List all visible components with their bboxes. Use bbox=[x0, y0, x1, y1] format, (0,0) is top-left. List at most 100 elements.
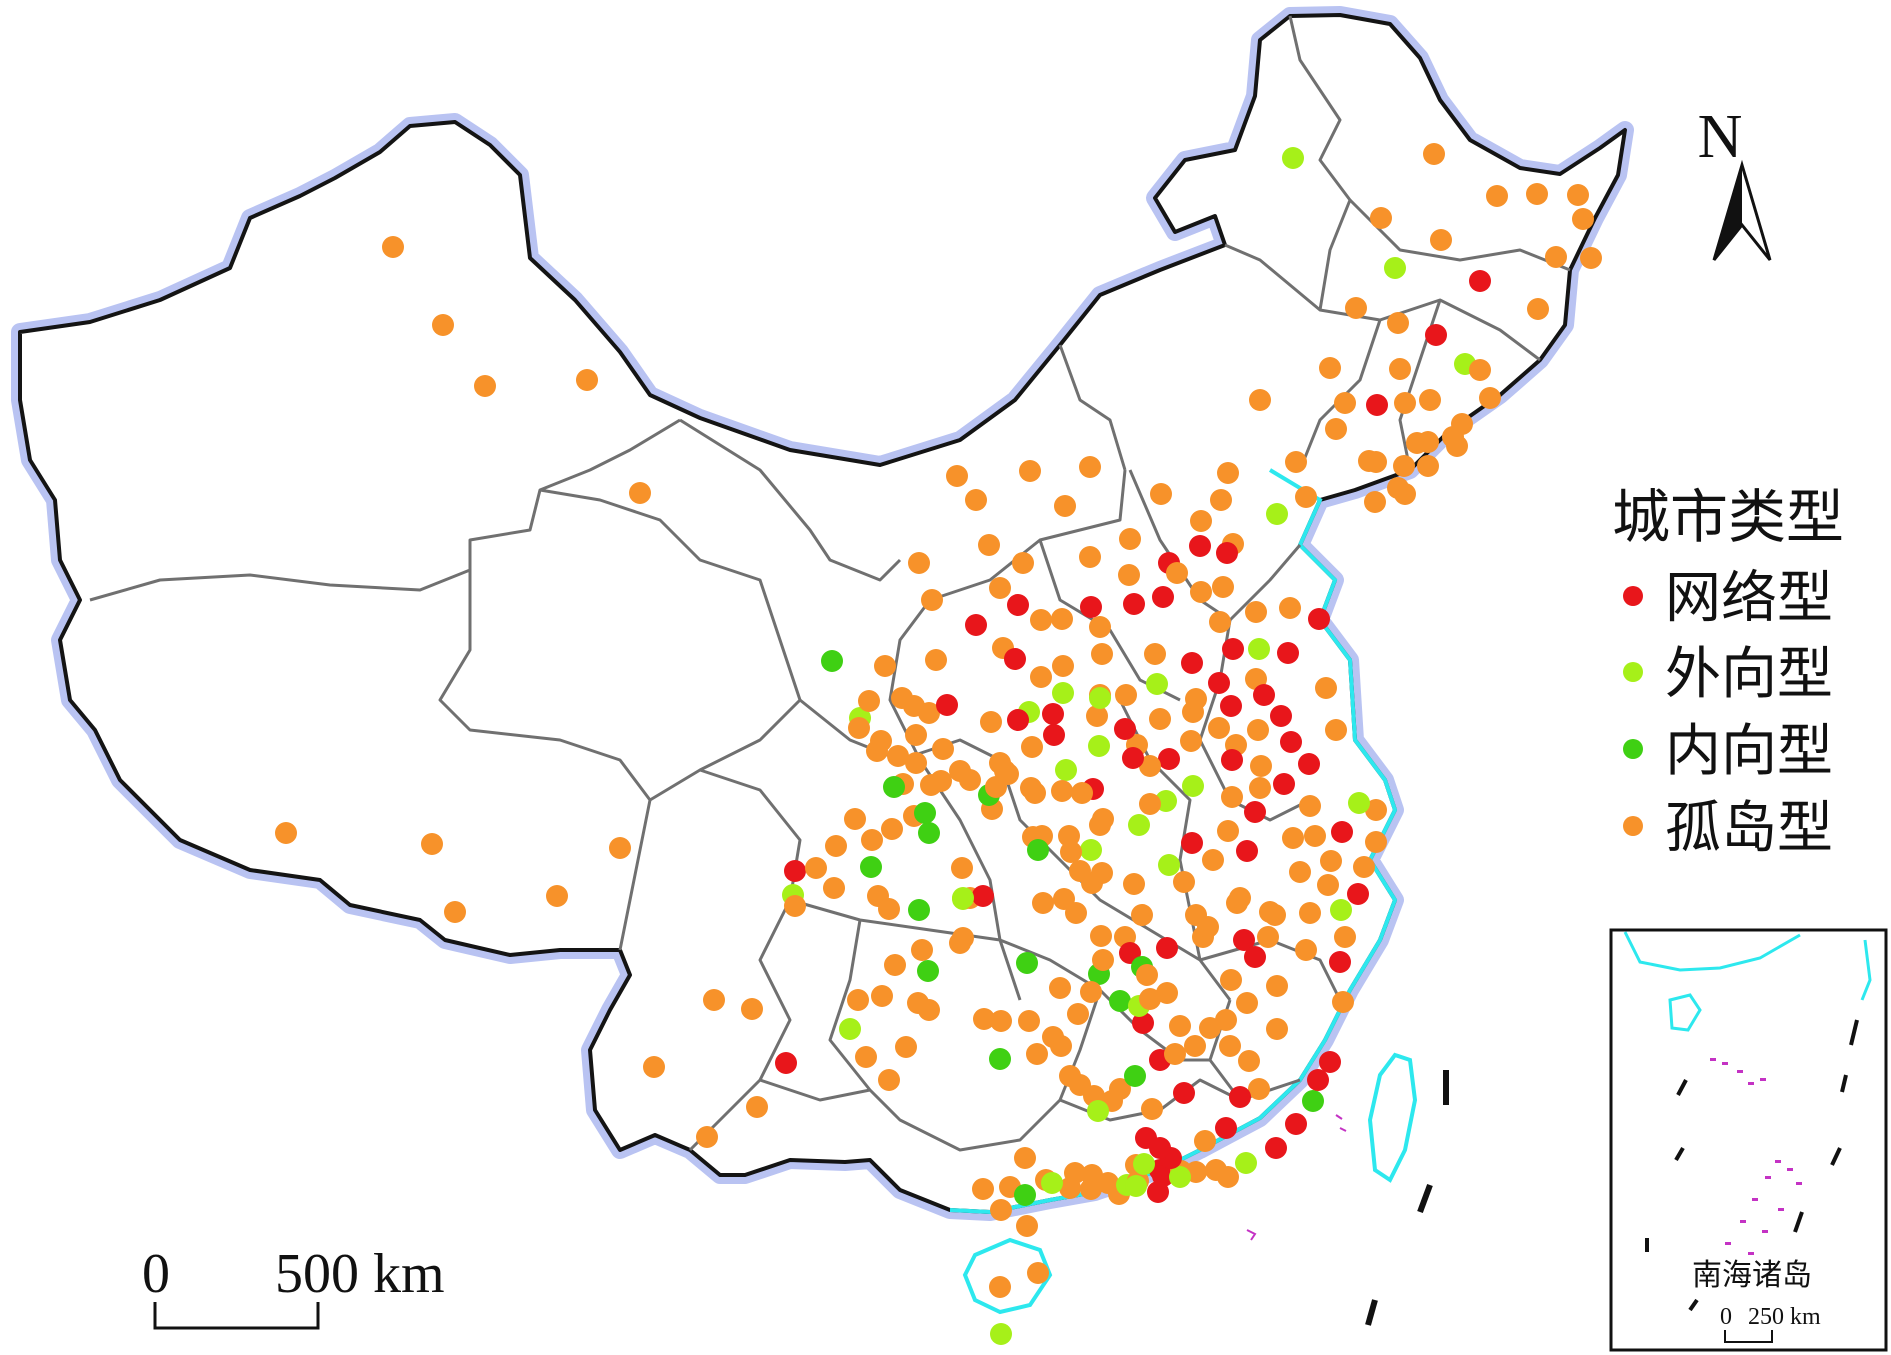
city-point bbox=[1285, 1113, 1307, 1135]
city-point bbox=[1089, 814, 1111, 836]
city-point bbox=[421, 833, 443, 855]
legend-marker-outward bbox=[1623, 662, 1643, 682]
city-point bbox=[1217, 1166, 1239, 1188]
city-point bbox=[871, 985, 893, 1007]
city-point bbox=[1259, 901, 1281, 923]
city-point bbox=[1469, 270, 1491, 292]
city-point bbox=[1042, 703, 1064, 725]
city-point bbox=[990, 1323, 1012, 1345]
city-point bbox=[703, 989, 725, 1011]
city-point bbox=[1194, 1130, 1216, 1152]
city-point bbox=[1277, 642, 1299, 664]
city-point bbox=[1210, 489, 1232, 511]
city-point bbox=[1273, 773, 1295, 795]
city-point bbox=[1330, 899, 1352, 921]
city-point bbox=[965, 489, 987, 511]
city-point bbox=[1089, 687, 1111, 709]
city-point bbox=[1353, 856, 1375, 878]
city-point bbox=[985, 776, 1007, 798]
city-point bbox=[1244, 946, 1266, 968]
city-point bbox=[1139, 755, 1161, 777]
city-point bbox=[1091, 643, 1113, 665]
city-point bbox=[1049, 977, 1071, 999]
city-point bbox=[1109, 990, 1131, 1012]
city-point bbox=[1152, 1165, 1174, 1187]
city-point bbox=[1064, 1162, 1086, 1184]
city-point bbox=[1567, 184, 1589, 206]
city-point bbox=[1370, 207, 1392, 229]
city-point bbox=[858, 690, 880, 712]
city-point bbox=[775, 1052, 797, 1074]
city-point bbox=[1051, 780, 1073, 802]
city-point bbox=[1250, 755, 1272, 777]
city-point bbox=[1282, 147, 1304, 169]
city-point bbox=[1052, 655, 1074, 677]
city-point bbox=[1334, 392, 1356, 414]
city-point bbox=[1030, 666, 1052, 688]
city-point bbox=[874, 655, 896, 677]
legend-marker-network bbox=[1623, 586, 1643, 606]
city-point bbox=[1217, 820, 1239, 842]
legend-label-outward: 外向型 bbox=[1665, 642, 1833, 707]
city-point bbox=[1139, 793, 1161, 815]
city-point bbox=[825, 835, 847, 857]
city-point bbox=[1247, 719, 1269, 741]
city-point bbox=[546, 885, 568, 907]
city-point bbox=[1088, 735, 1110, 757]
city-point bbox=[1128, 814, 1150, 836]
city-point bbox=[1221, 749, 1243, 771]
city-point bbox=[878, 898, 900, 920]
north-label: N bbox=[1698, 103, 1743, 171]
city-point bbox=[1208, 717, 1230, 739]
city-point bbox=[1430, 229, 1452, 251]
city-point bbox=[1007, 594, 1029, 616]
inset-scale-start: 0 bbox=[1720, 1304, 1732, 1330]
city-point bbox=[1299, 795, 1321, 817]
city-point bbox=[1302, 1090, 1324, 1112]
city-point bbox=[1220, 695, 1242, 717]
city-point bbox=[1016, 952, 1038, 974]
city-point bbox=[1233, 929, 1255, 951]
city-point bbox=[1304, 825, 1326, 847]
city-point bbox=[1189, 535, 1211, 557]
city-point bbox=[920, 774, 942, 796]
city-point bbox=[1156, 982, 1178, 1004]
city-point bbox=[1221, 786, 1243, 808]
city-point bbox=[1133, 1153, 1155, 1175]
city-point bbox=[1144, 643, 1166, 665]
city-point bbox=[917, 960, 939, 982]
city-point bbox=[1236, 992, 1258, 1014]
city-point bbox=[1366, 394, 1388, 416]
city-point bbox=[746, 1096, 768, 1118]
scale-bar: 0 500 km bbox=[142, 1243, 445, 1330]
city-point bbox=[1092, 949, 1114, 971]
city-point bbox=[1030, 609, 1052, 631]
city-point bbox=[1442, 426, 1464, 448]
city-point bbox=[1150, 483, 1172, 505]
city-point bbox=[1051, 608, 1073, 630]
city-point bbox=[1054, 495, 1076, 517]
city-point bbox=[1394, 392, 1416, 414]
city-point bbox=[1079, 546, 1101, 568]
city-point bbox=[1365, 799, 1387, 821]
city-point bbox=[1282, 827, 1304, 849]
city-point bbox=[1572, 208, 1594, 230]
city-point bbox=[1229, 887, 1251, 909]
city-point bbox=[1169, 1015, 1191, 1037]
city-point bbox=[1325, 719, 1347, 741]
boundary-dashes bbox=[1365, 1070, 1449, 1326]
city-point bbox=[1059, 1065, 1081, 1087]
city-point bbox=[918, 999, 940, 1021]
city-point bbox=[1018, 1010, 1040, 1032]
city-point bbox=[1122, 747, 1144, 769]
city-point bbox=[989, 577, 1011, 599]
scale-start-label: 0 bbox=[142, 1243, 170, 1305]
city-point bbox=[1315, 677, 1337, 699]
city-point bbox=[990, 1010, 1012, 1032]
city-point bbox=[989, 1048, 1011, 1070]
city-point bbox=[1334, 926, 1356, 948]
city-point bbox=[1345, 297, 1367, 319]
city-point bbox=[1417, 431, 1439, 453]
city-point bbox=[784, 895, 806, 917]
city-point bbox=[444, 901, 466, 923]
